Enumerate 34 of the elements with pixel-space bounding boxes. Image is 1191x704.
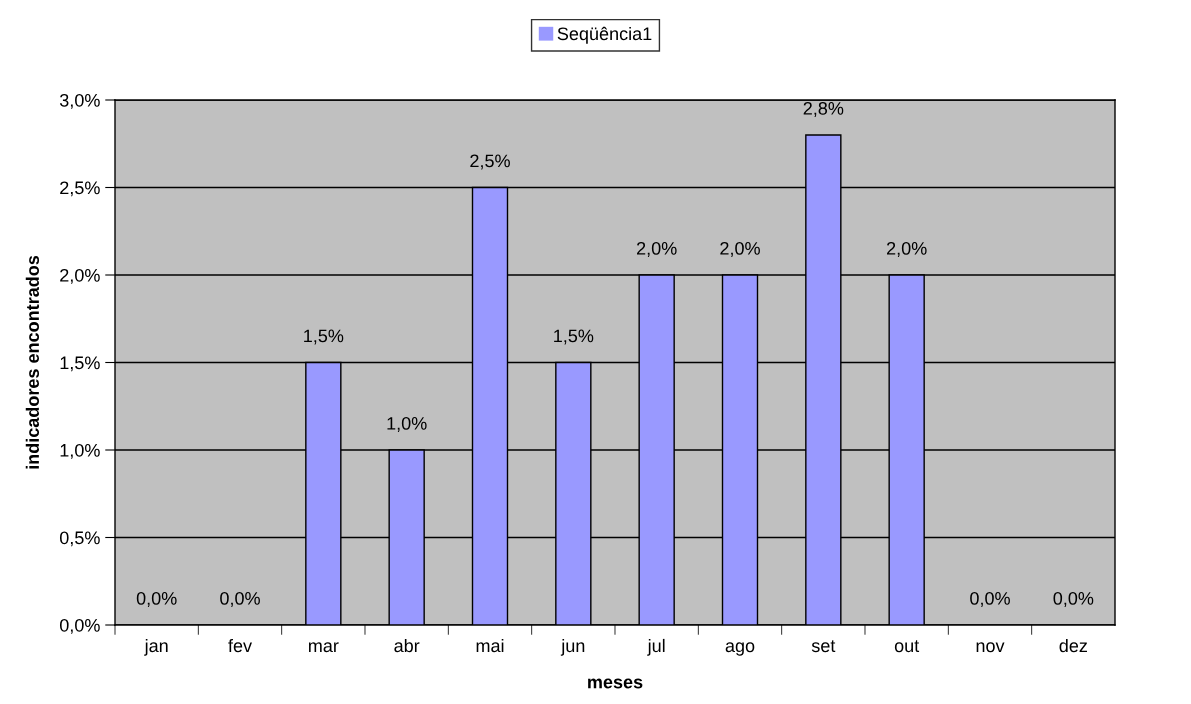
y-tick-label: 1,5% bbox=[60, 356, 100, 372]
x-tick-label: jan bbox=[144, 638, 168, 656]
data-label: 0,0% bbox=[1053, 591, 1094, 607]
data-label: 0,0% bbox=[220, 591, 260, 607]
data-label: 1,5% bbox=[554, 329, 594, 345]
x-tick-label: mar bbox=[308, 642, 339, 653]
legend-label: Seqüência1 bbox=[557, 26, 652, 44]
y-tick-label: 0,5% bbox=[59, 531, 100, 547]
y-axis-title: indicadores encontrados bbox=[25, 255, 40, 469]
x-tick-label: dez bbox=[1059, 638, 1087, 653]
y-tick-label: 1,0% bbox=[60, 443, 100, 459]
data-label: 0,0% bbox=[970, 591, 1010, 607]
data-label: 2,5% bbox=[470, 154, 510, 170]
x-tick-label: fev bbox=[228, 638, 252, 653]
data-label: 0,0% bbox=[136, 591, 177, 607]
y-tick-label: 0,0% bbox=[59, 618, 100, 634]
x-tick-label: abr bbox=[394, 638, 420, 653]
y-tick-label: 2,5% bbox=[60, 181, 100, 197]
y-tick-label: 3,0% bbox=[59, 93, 100, 109]
data-label: 2,8% bbox=[803, 101, 844, 117]
x-tick-label: jun bbox=[560, 638, 585, 656]
data-label: 1,5% bbox=[304, 329, 344, 345]
x-tick-label: mai bbox=[476, 638, 504, 653]
y-tick-label: 2,0% bbox=[60, 268, 100, 284]
data-label: 2,0% bbox=[720, 241, 760, 257]
data-label: 2,0% bbox=[637, 241, 677, 257]
x-tick-label: ago bbox=[725, 642, 755, 656]
data-label: 2,0% bbox=[887, 241, 927, 257]
data-label: 1,0% bbox=[387, 416, 427, 432]
x-tick-label: nov bbox=[976, 642, 1005, 653]
x-tick-label: set bbox=[811, 640, 836, 653]
x-tick-label: jul bbox=[647, 638, 665, 656]
x-tick-label: out bbox=[894, 640, 920, 653]
x-axis-title: meses bbox=[588, 678, 643, 689]
